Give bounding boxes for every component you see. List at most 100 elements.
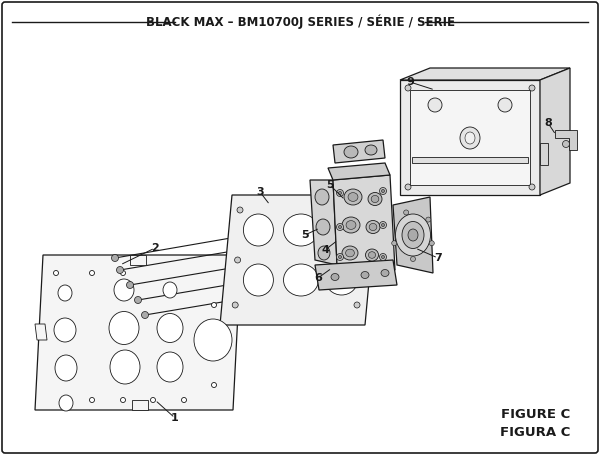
Ellipse shape [382, 223, 385, 227]
Polygon shape [555, 130, 577, 150]
Ellipse shape [404, 210, 409, 215]
Ellipse shape [380, 222, 386, 228]
Ellipse shape [429, 241, 434, 246]
Ellipse shape [127, 282, 133, 288]
Ellipse shape [244, 264, 274, 296]
Text: 6: 6 [314, 273, 322, 283]
Ellipse shape [89, 271, 95, 275]
Ellipse shape [428, 98, 442, 112]
Text: 5: 5 [301, 230, 309, 240]
Text: 4: 4 [321, 245, 329, 255]
Ellipse shape [346, 249, 355, 257]
Ellipse shape [59, 395, 73, 411]
Ellipse shape [151, 398, 155, 403]
Ellipse shape [395, 214, 431, 256]
Polygon shape [130, 255, 146, 265]
Ellipse shape [354, 257, 360, 263]
Ellipse shape [498, 98, 512, 112]
Ellipse shape [365, 249, 379, 261]
Text: BLACK MAX – BM10700J SERIES / SÉRIE / SERIE: BLACK MAX – BM10700J SERIES / SÉRIE / SE… [146, 15, 455, 29]
Ellipse shape [356, 207, 362, 213]
Ellipse shape [380, 187, 386, 194]
Polygon shape [410, 90, 530, 185]
Ellipse shape [371, 196, 379, 202]
Ellipse shape [382, 256, 385, 258]
Ellipse shape [316, 219, 330, 235]
Ellipse shape [344, 146, 358, 158]
Text: 7: 7 [434, 253, 442, 263]
Ellipse shape [346, 221, 356, 229]
Ellipse shape [284, 264, 319, 296]
Ellipse shape [369, 223, 377, 231]
Ellipse shape [410, 257, 415, 262]
Ellipse shape [284, 214, 319, 246]
Polygon shape [310, 180, 337, 265]
Ellipse shape [244, 214, 274, 246]
Ellipse shape [114, 279, 134, 301]
Ellipse shape [405, 184, 411, 190]
Polygon shape [35, 255, 241, 410]
Text: 5: 5 [326, 180, 334, 190]
Polygon shape [35, 324, 47, 340]
Text: 9: 9 [406, 77, 414, 87]
Ellipse shape [408, 229, 418, 241]
Ellipse shape [529, 184, 535, 190]
Polygon shape [328, 163, 390, 180]
Polygon shape [540, 68, 570, 195]
Text: 3: 3 [256, 187, 264, 197]
Ellipse shape [426, 217, 431, 222]
Polygon shape [393, 197, 433, 273]
Text: FIGURA C: FIGURA C [500, 425, 570, 439]
Ellipse shape [337, 223, 343, 231]
Ellipse shape [460, 127, 480, 149]
Ellipse shape [212, 383, 217, 388]
Ellipse shape [368, 252, 376, 258]
Ellipse shape [318, 246, 330, 260]
Ellipse shape [53, 271, 59, 275]
Ellipse shape [405, 85, 411, 91]
Ellipse shape [121, 398, 125, 403]
Ellipse shape [354, 302, 360, 308]
Ellipse shape [235, 257, 241, 263]
Ellipse shape [110, 350, 140, 384]
Ellipse shape [109, 312, 139, 344]
Polygon shape [400, 80, 540, 195]
Ellipse shape [182, 398, 187, 403]
Ellipse shape [392, 241, 397, 246]
Ellipse shape [121, 271, 125, 275]
Text: 1: 1 [171, 413, 179, 423]
Ellipse shape [361, 272, 369, 278]
Ellipse shape [326, 265, 358, 295]
Ellipse shape [402, 222, 424, 248]
Ellipse shape [368, 192, 382, 206]
Ellipse shape [338, 192, 341, 194]
Ellipse shape [116, 267, 124, 273]
Ellipse shape [58, 285, 72, 301]
Polygon shape [132, 400, 148, 410]
Ellipse shape [337, 253, 343, 261]
Ellipse shape [382, 189, 385, 192]
Ellipse shape [348, 192, 358, 202]
Ellipse shape [163, 282, 177, 298]
Ellipse shape [344, 189, 362, 205]
Ellipse shape [326, 215, 358, 245]
Polygon shape [333, 175, 395, 270]
Ellipse shape [232, 302, 238, 308]
Ellipse shape [331, 273, 339, 280]
Ellipse shape [54, 318, 76, 342]
Text: 8: 8 [544, 118, 552, 128]
Ellipse shape [237, 207, 243, 213]
Ellipse shape [157, 352, 183, 382]
Text: FIGURE C: FIGURE C [501, 409, 570, 421]
Ellipse shape [366, 221, 380, 233]
Text: 2: 2 [151, 243, 159, 253]
Ellipse shape [157, 313, 183, 343]
Ellipse shape [380, 253, 386, 261]
Polygon shape [333, 140, 385, 163]
Ellipse shape [55, 355, 77, 381]
Ellipse shape [529, 85, 535, 91]
Ellipse shape [381, 269, 389, 277]
Ellipse shape [342, 217, 360, 233]
Ellipse shape [112, 254, 119, 262]
Polygon shape [400, 68, 570, 80]
